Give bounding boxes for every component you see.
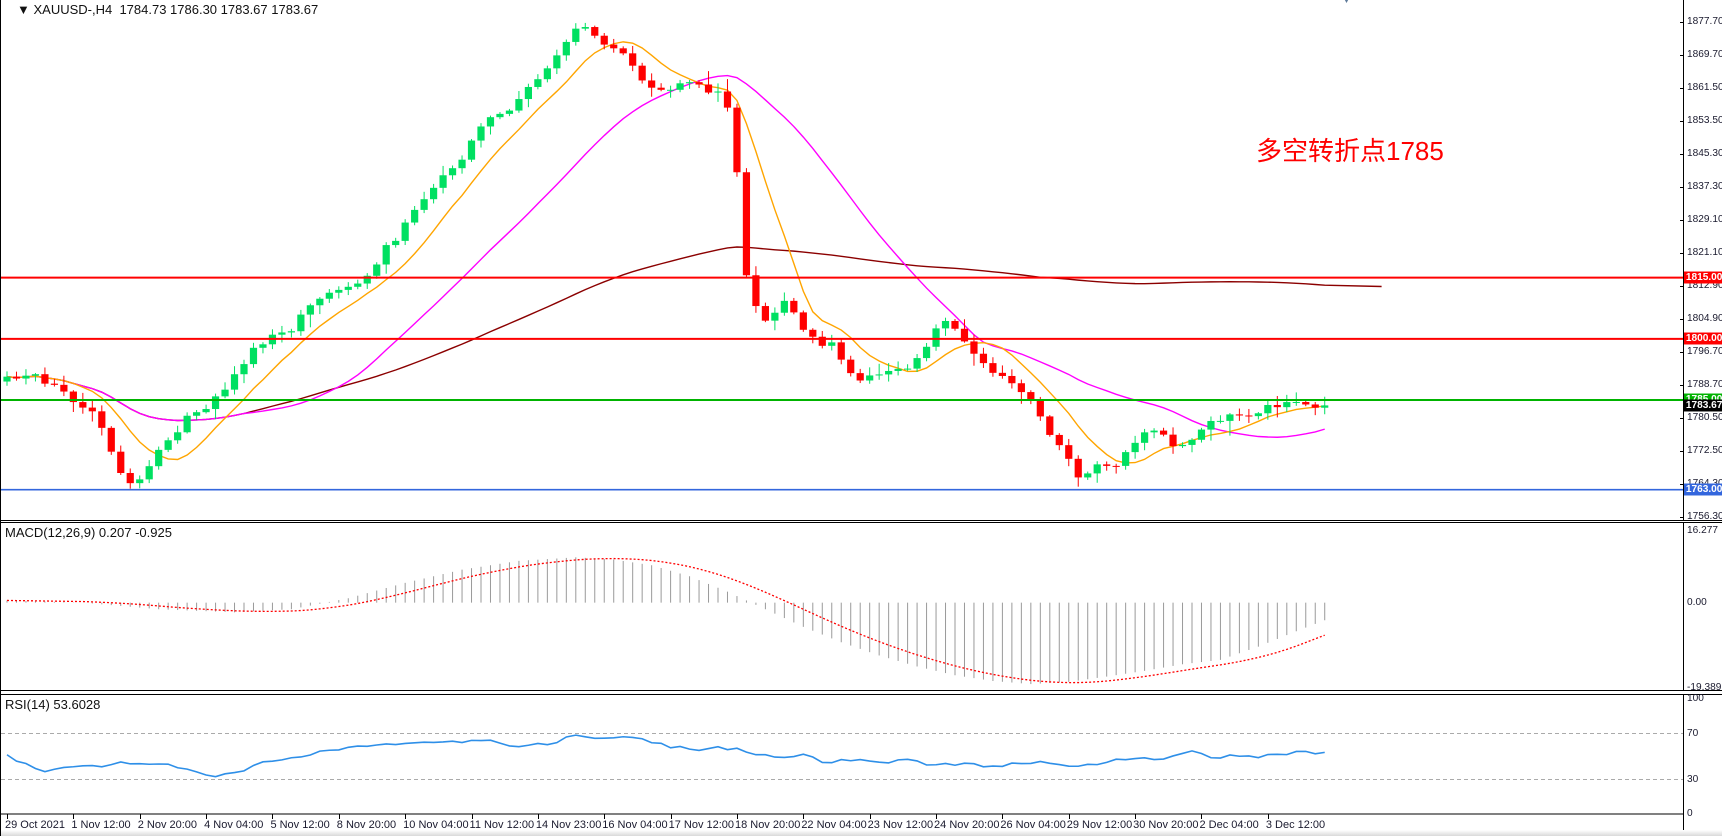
svg-text:多空转折点1785: 多空转折点1785 (1256, 136, 1444, 166)
